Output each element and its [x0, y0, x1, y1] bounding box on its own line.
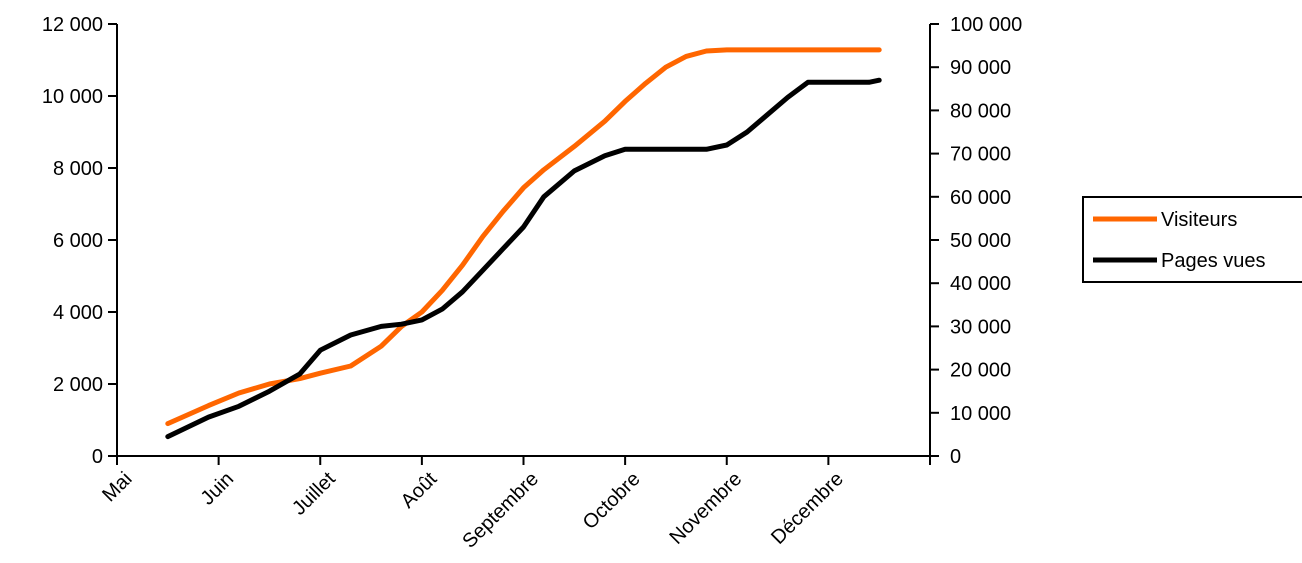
series-line-visiteurs — [165, 47, 882, 427]
left-y-tick-label: 2 000 — [53, 374, 103, 396]
right-y-tick-label: 40 000 — [950, 273, 1011, 295]
x-tick-label: Août — [397, 468, 442, 513]
left-y-tick-label: 10 000 — [42, 86, 103, 108]
right-y-tick-label: 60 000 — [950, 187, 1011, 209]
right-y-tick-label: 10 000 — [950, 403, 1011, 425]
series-line-pages-vues — [165, 77, 882, 440]
legend-label-visiteurs: Visiteurs — [1161, 209, 1237, 231]
left-y-tick-label: 4 000 — [53, 302, 103, 324]
x-tick-label: Décembre — [767, 468, 848, 549]
x-tick-label: Juin — [197, 468, 239, 510]
x-tick-label: Novembre — [665, 468, 746, 549]
x-tick-label: Octobre — [579, 468, 645, 534]
right-y-tick-label: 20 000 — [950, 360, 1011, 382]
legend-label-pages-vues: Pages vues — [1161, 250, 1266, 272]
right-y-tick-label: 0 — [950, 446, 961, 468]
right-y-tick-label: 30 000 — [950, 316, 1011, 338]
left-y-tick-label: 6 000 — [53, 230, 103, 252]
x-tick-label: Juillet — [288, 468, 340, 520]
right-y-tick-label: 70 000 — [950, 144, 1011, 166]
x-tick-label: Mai — [98, 468, 136, 506]
axes: 0 2 000 4 000 6 000 8 000 10 000 12 000 0 10 000… — [42, 14, 1022, 553]
right-y-tick-label: 100 000 — [950, 14, 1022, 36]
left-y-tick-label: 0 — [92, 446, 103, 468]
legend-box — [1082, 196, 1302, 283]
legend: Visiteurs Pages vues — [1082, 196, 1302, 283]
left-y-tick-label: 8 000 — [53, 158, 103, 180]
series-layer — [165, 47, 882, 440]
left-y-tick-label: 12 000 — [42, 14, 103, 36]
x-tick-label: Septembre — [458, 468, 543, 553]
right-y-tick-label: 90 000 — [950, 57, 1011, 79]
right-y-tick-label: 80 000 — [950, 100, 1011, 122]
right-y-tick-label: 50 000 — [950, 230, 1011, 252]
